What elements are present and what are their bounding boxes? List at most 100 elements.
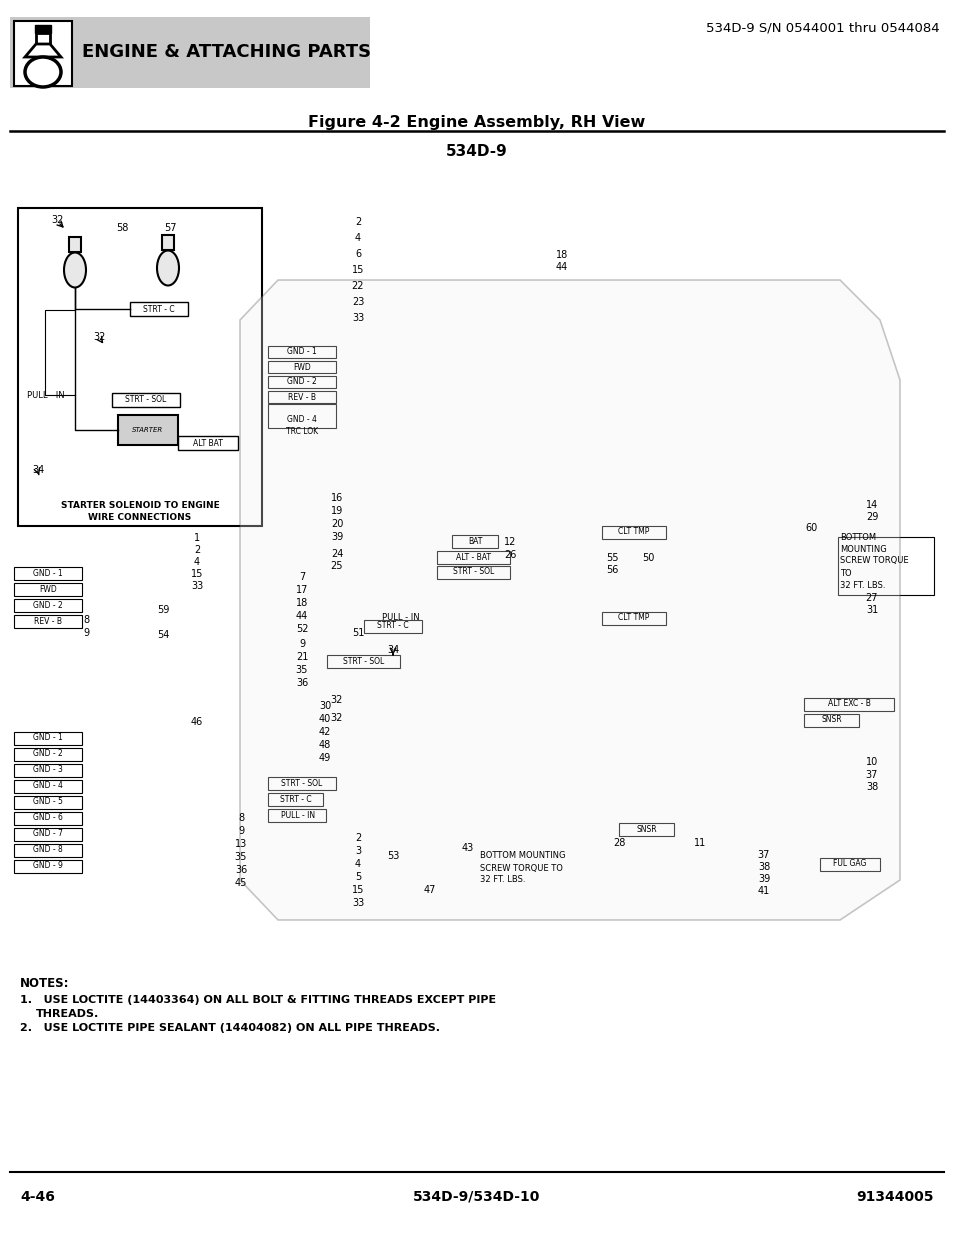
Text: BAT: BAT xyxy=(467,537,481,547)
Text: 48: 48 xyxy=(318,740,331,750)
Text: 56: 56 xyxy=(605,564,618,576)
Text: REV - B: REV - B xyxy=(288,393,315,401)
Text: 534D-9: 534D-9 xyxy=(446,144,507,159)
Text: 43: 43 xyxy=(461,844,474,853)
Text: GND - 4: GND - 4 xyxy=(287,415,316,425)
Text: BOTTOM: BOTTOM xyxy=(840,532,875,541)
Text: 1.   USE LOCTITE (14403364) ON ALL BOLT & FITTING THREADS EXCEPT PIPE: 1. USE LOCTITE (14403364) ON ALL BOLT & … xyxy=(20,995,496,1005)
Text: SNSR: SNSR xyxy=(636,825,657,834)
Text: STRT - C: STRT - C xyxy=(376,621,409,631)
Text: 39: 39 xyxy=(757,874,769,884)
Text: 5: 5 xyxy=(355,872,361,882)
Bar xyxy=(162,235,173,249)
Text: 47: 47 xyxy=(423,885,436,895)
Text: 27: 27 xyxy=(864,593,878,603)
Text: 32: 32 xyxy=(51,215,64,225)
Text: 29: 29 xyxy=(865,513,878,522)
Text: 34: 34 xyxy=(31,466,44,475)
Text: NOTES:: NOTES: xyxy=(20,977,70,990)
Bar xyxy=(364,620,421,634)
Text: 32: 32 xyxy=(331,713,343,722)
Text: 42: 42 xyxy=(318,727,331,737)
Text: 35: 35 xyxy=(295,664,308,676)
Text: 1: 1 xyxy=(193,534,200,543)
Text: GND - 2: GND - 2 xyxy=(33,750,63,758)
Text: 16: 16 xyxy=(331,493,343,503)
Text: 45: 45 xyxy=(234,878,247,888)
Bar xyxy=(14,599,82,613)
Bar xyxy=(14,567,82,580)
Bar xyxy=(268,809,326,823)
Text: 15: 15 xyxy=(352,266,364,275)
Text: 8: 8 xyxy=(237,813,244,823)
Text: CLT TMP: CLT TMP xyxy=(618,527,649,536)
Text: 58: 58 xyxy=(115,224,128,233)
Bar xyxy=(14,811,82,825)
Text: STRT - SOL: STRT - SOL xyxy=(453,568,494,577)
Ellipse shape xyxy=(25,57,61,86)
Bar xyxy=(268,793,323,806)
Text: STRT - C: STRT - C xyxy=(143,305,174,314)
Bar xyxy=(14,797,82,809)
Text: 53: 53 xyxy=(386,851,398,861)
Text: 33: 33 xyxy=(352,312,364,324)
Text: GND - 1: GND - 1 xyxy=(33,568,63,578)
Text: CLT TMP: CLT TMP xyxy=(618,614,649,622)
Text: 37: 37 xyxy=(865,769,878,781)
Text: 13: 13 xyxy=(234,839,247,848)
Bar xyxy=(268,777,335,790)
Text: 21: 21 xyxy=(295,652,308,662)
Text: GND - 1: GND - 1 xyxy=(287,347,316,357)
Bar xyxy=(18,207,262,526)
Bar xyxy=(14,748,82,761)
Bar xyxy=(436,551,510,564)
Bar xyxy=(35,25,51,33)
Text: 91344005: 91344005 xyxy=(856,1191,933,1204)
Text: 20: 20 xyxy=(331,519,343,529)
Text: THREADS.: THREADS. xyxy=(36,1009,99,1019)
Text: 18: 18 xyxy=(295,598,308,608)
Bar xyxy=(837,537,933,595)
Text: 51: 51 xyxy=(352,629,364,638)
Text: MOUNTING: MOUNTING xyxy=(840,545,886,553)
Text: 32 FT. LBS.: 32 FT. LBS. xyxy=(479,876,525,884)
Text: 44: 44 xyxy=(556,262,568,272)
Text: STARTER SOLENOID TO ENGINE: STARTER SOLENOID TO ENGINE xyxy=(61,501,219,510)
Text: SCREW TORQUE TO: SCREW TORQUE TO xyxy=(479,863,562,872)
Text: 10: 10 xyxy=(865,757,877,767)
Text: GND - 2: GND - 2 xyxy=(287,378,316,387)
Text: 3: 3 xyxy=(355,846,360,856)
Text: GND - 6: GND - 6 xyxy=(33,814,63,823)
Text: 4: 4 xyxy=(355,233,360,243)
Text: 15: 15 xyxy=(191,569,203,579)
Bar xyxy=(803,698,893,711)
Text: ALT EXC - B: ALT EXC - B xyxy=(826,699,869,709)
Text: GND - 1: GND - 1 xyxy=(33,734,63,742)
Text: 19: 19 xyxy=(331,506,343,516)
Bar xyxy=(14,615,82,629)
Text: GND - 4: GND - 4 xyxy=(33,782,63,790)
Text: 17: 17 xyxy=(295,585,308,595)
Text: 23: 23 xyxy=(352,296,364,308)
Text: PULL - IN: PULL - IN xyxy=(280,810,314,820)
Text: 52: 52 xyxy=(295,624,308,634)
Text: 2: 2 xyxy=(355,832,361,844)
Text: 32 FT. LBS.: 32 FT. LBS. xyxy=(840,580,884,589)
Text: 40: 40 xyxy=(318,714,331,724)
Text: PULL - IN: PULL - IN xyxy=(27,390,65,399)
Text: 25: 25 xyxy=(331,561,343,571)
Bar xyxy=(14,781,82,793)
Text: REV - B: REV - B xyxy=(34,616,62,625)
Text: 22: 22 xyxy=(352,282,364,291)
Text: 2: 2 xyxy=(355,217,361,227)
Text: 7: 7 xyxy=(298,572,305,582)
Text: 28: 28 xyxy=(612,839,624,848)
Text: 18: 18 xyxy=(556,249,568,261)
Text: GND - 8: GND - 8 xyxy=(33,846,63,855)
Text: 37: 37 xyxy=(757,850,769,860)
Text: FWD: FWD xyxy=(293,363,311,372)
Text: 41: 41 xyxy=(757,885,769,897)
Text: 32: 32 xyxy=(331,695,343,705)
Bar xyxy=(268,391,335,403)
Text: 12: 12 xyxy=(503,537,516,547)
